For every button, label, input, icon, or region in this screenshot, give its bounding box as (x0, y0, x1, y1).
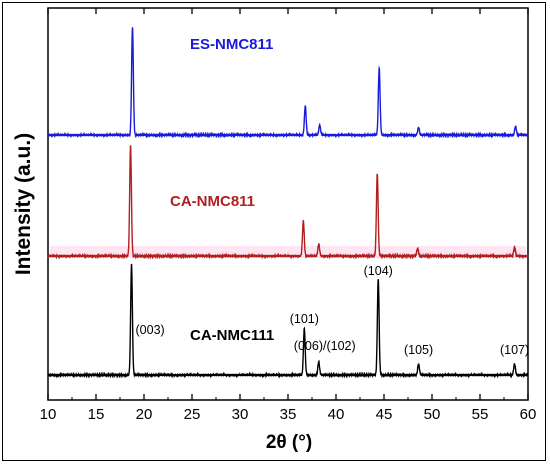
peak-annotation: (006)/(102) (294, 339, 356, 353)
series-ca-nmc111 (47, 263, 529, 379)
peak-annotation: (101) (290, 312, 319, 326)
peak-annotation: (105) (404, 343, 433, 357)
figure-frame (2, 2, 546, 461)
x-tick-label: 25 (184, 406, 201, 423)
series-line (47, 263, 529, 379)
x-tick-label: 15 (88, 406, 105, 423)
series-label: CA-NMC111 (190, 327, 274, 344)
x-tick-label: 40 (328, 406, 345, 423)
series-label: CA-NMC811 (170, 193, 255, 210)
series-label: ES-NMC811 (190, 36, 273, 53)
labels-layer: ES-NMC811 CA-NMC811 CA-NMC111 (003) (101) (00… (136, 36, 530, 357)
series-ca-nmc811 (47, 145, 529, 260)
series-line (47, 145, 529, 260)
peak-annotation: (003) (136, 323, 165, 337)
x-tick-label: 45 (376, 406, 393, 423)
peak-annotation: (104) (364, 264, 393, 278)
series-layer (47, 27, 529, 379)
x-axis-title: 2θ (°) (266, 432, 312, 453)
x-tick-label: 10 (40, 406, 57, 423)
x-tick-label: 20 (136, 406, 153, 423)
peak-annotation: (107) (500, 343, 529, 357)
x-tick-label: 60 (520, 406, 537, 423)
y-axis-title: Intensity (a.u.) (12, 133, 35, 275)
x-axis: 10 15 20 25 30 35 40 45 50 55 60 (40, 8, 537, 423)
x-tick-label: 50 (424, 406, 441, 423)
x-tick-label: 55 (472, 406, 489, 423)
plot-area (47, 7, 529, 401)
x-tick-label: 35 (280, 406, 297, 423)
x-tick-label: 30 (232, 406, 249, 423)
series-es-nmc811 (47, 27, 529, 139)
series-line (47, 27, 529, 139)
